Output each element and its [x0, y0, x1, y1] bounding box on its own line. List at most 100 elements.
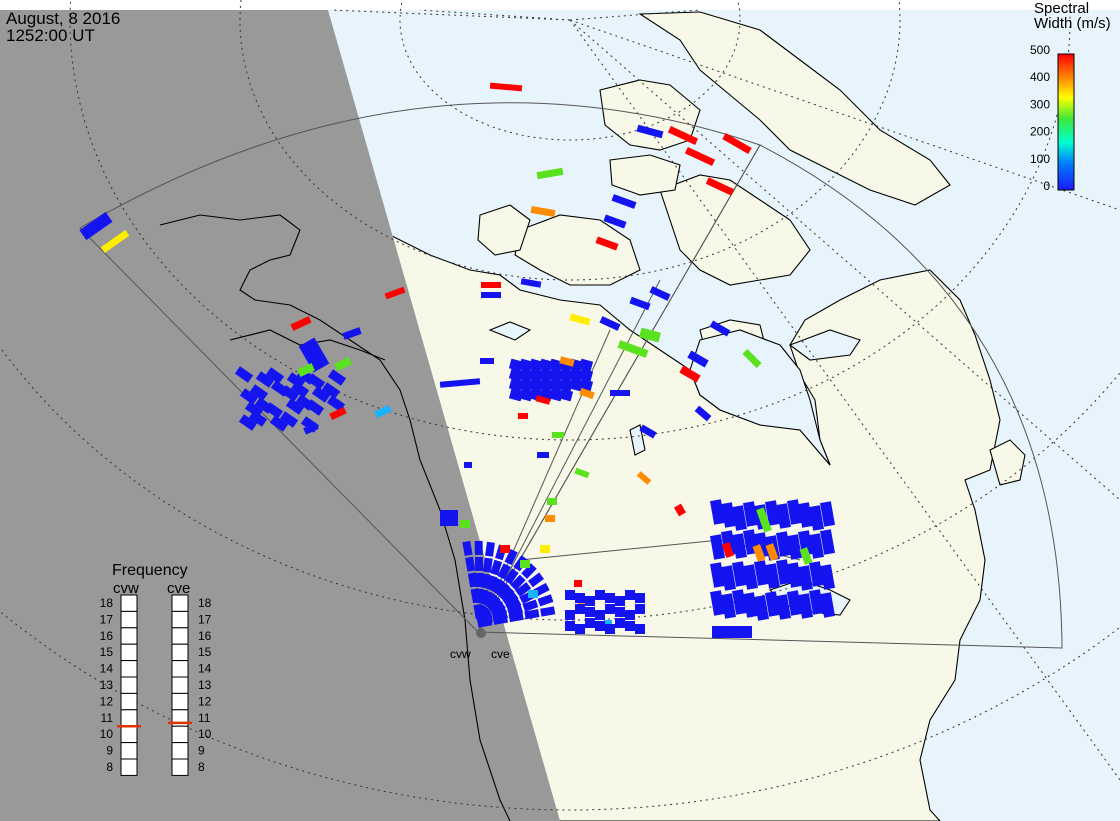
- alaska: [159, 214, 511, 821]
- hudson-bay: [689, 329, 831, 466]
- backscatter-cell: [574, 467, 590, 479]
- backscatter-cell: [797, 593, 814, 619]
- backscatter-cell: [326, 395, 346, 412]
- backscatter-cell: [547, 498, 557, 505]
- backscatter-cell: [599, 316, 621, 331]
- backscatter-cell: [764, 500, 781, 526]
- frequency-scale-label: 9: [106, 744, 113, 758]
- cve-frequency-cell: [171, 660, 189, 678]
- cve-fov-outline: [477, 144, 1063, 649]
- backscatter-cell: [528, 590, 538, 598]
- backscatter-cell: [521, 563, 537, 579]
- frequency-scale-label: 9: [198, 744, 205, 758]
- backscatter-cell: [611, 194, 637, 209]
- backscatter-cell: [712, 626, 752, 638]
- backscatter-cell: [731, 505, 748, 531]
- backscatter-cell: [439, 378, 481, 388]
- backscatter-cell: [617, 340, 649, 358]
- backscatter-cell: [100, 230, 130, 253]
- cvw-frequency-cell: [120, 627, 138, 645]
- backscatter-cell: [480, 358, 494, 364]
- backscatter-cell: [709, 590, 726, 616]
- backscatter-cell: [635, 604, 645, 614]
- backscatter-cell: [775, 531, 792, 557]
- legend-title-line1: Spectral: [1034, 0, 1089, 17]
- backscatter-cell: [705, 177, 735, 196]
- backscatter-cell: [756, 507, 772, 533]
- frequency-scale-label: 18: [100, 596, 114, 610]
- backscatter-cell: [775, 594, 792, 620]
- backscatter-cell: [625, 610, 635, 620]
- backscatter-cell: [742, 348, 762, 369]
- backscatter-cell: [720, 593, 737, 619]
- backscatter-cell: [605, 593, 615, 603]
- backscatter-cell: [536, 167, 564, 180]
- backscatter-cell: [498, 586, 515, 602]
- radar-site-marker: [476, 628, 486, 638]
- backscatter-cell: [504, 548, 518, 566]
- backscatter-cell: [559, 356, 575, 367]
- backscatter-cell: [329, 406, 347, 421]
- backscatter-cell: [290, 381, 310, 398]
- cve-frequency-cell: [171, 742, 189, 760]
- backscatter-cell: [440, 510, 458, 526]
- backscatter-cell: [464, 462, 472, 468]
- backscatter-cell: [535, 395, 551, 405]
- backscatter-cell: [474, 540, 483, 555]
- banks-island: [477, 204, 531, 256]
- backscatter-cell: [786, 499, 803, 525]
- backscatter-cell: [625, 590, 635, 600]
- backscatter-cell: [575, 624, 585, 634]
- backscatter-cell: [731, 589, 748, 615]
- backscatter-cell: [248, 410, 268, 427]
- backscatter-cell: [585, 596, 595, 606]
- backscatter-cell: [522, 599, 539, 612]
- backscatter-cell: [753, 560, 770, 586]
- backscatter-cell: [505, 597, 522, 612]
- backscatter-cell: [508, 611, 524, 623]
- frequency-scale-label: 16: [100, 629, 114, 643]
- backscatter-cell: [629, 296, 651, 311]
- frequency-scale-label: 17: [198, 612, 212, 626]
- backscatter-cell: [731, 561, 748, 587]
- cvw-frequency-cell: [120, 676, 138, 694]
- backscatter-cell: [79, 211, 113, 241]
- frequency-scale-label: 12: [100, 694, 114, 708]
- backscatter-cell: [565, 621, 575, 631]
- backscatter-cell: [667, 125, 699, 146]
- backscatter-cell: [797, 502, 814, 528]
- frequency-scale-label: 11: [101, 711, 114, 725]
- backscatter-cell: [742, 592, 759, 618]
- backscatter-cell: [520, 560, 530, 568]
- cve-frequency-cell: [171, 725, 189, 744]
- backscatter-cell: [819, 501, 836, 527]
- backscatter-cell: [635, 624, 645, 634]
- backscatter-cell: [799, 547, 813, 565]
- backscatter-cell: [477, 617, 493, 628]
- backscatter-cell: [537, 594, 554, 607]
- backscatter-cell: [786, 590, 803, 616]
- backscatter-cell: [489, 82, 523, 92]
- backscatter-cell: [502, 591, 519, 607]
- backscatter-cell: [558, 388, 574, 402]
- backscatter-cell: [578, 358, 594, 372]
- cve-frequency-cell: [171, 676, 189, 694]
- backscatter-cell: [625, 621, 635, 631]
- backscatter-cell: [264, 402, 284, 419]
- legend-title-line2: Width (m/s): [1034, 15, 1111, 32]
- backscatter-cell: [752, 544, 766, 562]
- backscatter-cell: [694, 405, 712, 422]
- backscatter-cell: [635, 593, 645, 603]
- backscatter-cell: [579, 387, 595, 400]
- backscatter-cell: [684, 146, 716, 167]
- cvw-fov-outline: [79, 102, 761, 633]
- backscatter-cell: [518, 413, 528, 419]
- backscatter-cell: [305, 399, 325, 416]
- backscatter-cell: [615, 607, 625, 617]
- backscatter-cell: [481, 282, 501, 288]
- backscatter-cell: [819, 564, 836, 590]
- frequency-scale-label: 17: [100, 612, 114, 626]
- frequency-scale-label: 11: [198, 711, 211, 725]
- backscatter-cell: [709, 534, 726, 560]
- backscatter-cell: [495, 581, 510, 598]
